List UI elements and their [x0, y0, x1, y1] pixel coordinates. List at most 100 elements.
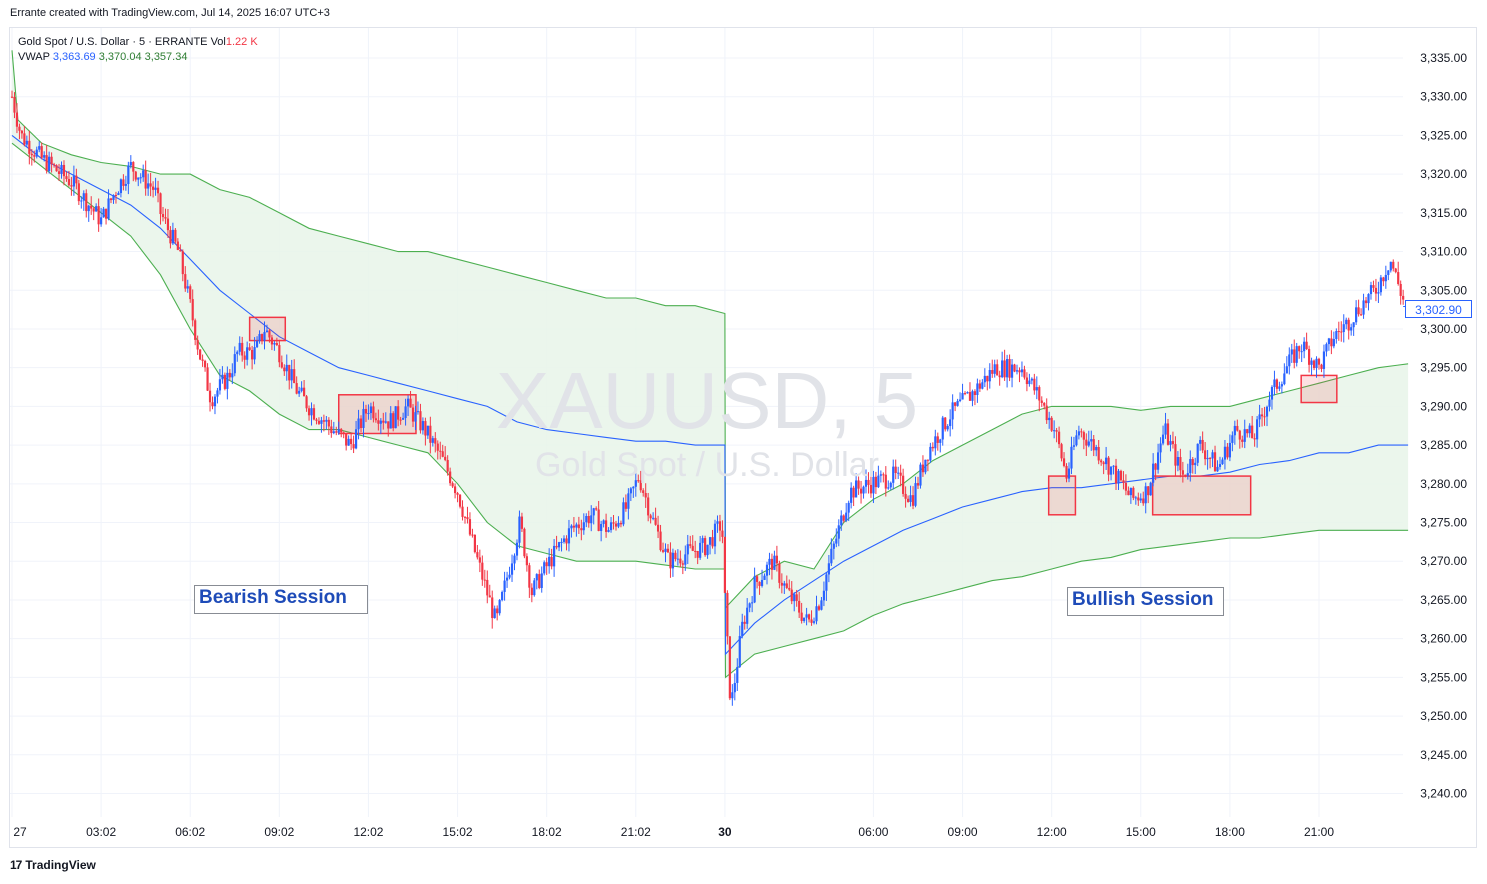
legend-vwap-row[interactable]: VWAP 3,363.69 3,370.04 3,357.34	[18, 50, 258, 65]
candle-body	[1109, 466, 1113, 475]
candle-body	[803, 617, 806, 621]
candle-body	[845, 512, 848, 521]
candle-body	[1238, 430, 1241, 440]
candle-body	[835, 538, 838, 544]
candle-body	[1327, 338, 1331, 345]
candle-body	[619, 522, 623, 525]
candle-body	[1364, 300, 1368, 304]
candle-body	[557, 542, 561, 548]
candle-body	[1256, 419, 1259, 440]
candle-body	[48, 156, 51, 171]
candle-body	[748, 603, 751, 608]
candle-body	[609, 522, 613, 531]
candle-body	[1127, 490, 1130, 496]
candle-body	[283, 367, 286, 372]
price-tick-label: 3,260.00	[1420, 632, 1467, 646]
candle-body	[1048, 417, 1051, 421]
candle-body	[1359, 314, 1363, 316]
candle-body	[1006, 359, 1009, 378]
candle-body	[624, 502, 627, 509]
candle-body	[1003, 360, 1006, 378]
bearish-session-label[interactable]: Bearish Session	[194, 585, 368, 614]
candle-body	[1280, 384, 1283, 387]
candle-body	[139, 177, 142, 179]
candle-body	[392, 413, 395, 429]
time-tick-label: 09:00	[948, 825, 978, 839]
candle-body	[122, 179, 125, 186]
candle-body	[1236, 425, 1239, 431]
candle-body	[305, 396, 308, 409]
time-tick-label: 06:00	[858, 825, 888, 839]
price-tick-label: 3,310.00	[1420, 245, 1467, 259]
candle-body	[1184, 474, 1187, 476]
candle-body	[124, 184, 127, 186]
price-tick-label: 3,245.00	[1420, 748, 1467, 762]
candle-body	[666, 548, 670, 553]
candle-body	[832, 543, 835, 549]
candle-body	[216, 390, 219, 397]
price-tick-label: 3,240.00	[1420, 787, 1467, 801]
candle-body	[60, 164, 63, 174]
candle-body	[1097, 446, 1100, 461]
candle-body	[857, 480, 860, 489]
candle-body	[1043, 402, 1046, 406]
candle-body	[919, 464, 922, 486]
legend-symbol-row[interactable]: Gold Spot / U.S. Dollar · 5 · ERRANTE Vo…	[18, 35, 258, 50]
candle-body	[1293, 349, 1296, 363]
candle-body	[944, 417, 947, 430]
candle-body	[1246, 429, 1249, 434]
candle-body	[904, 493, 907, 499]
candle-body	[147, 183, 150, 189]
bullish-session-label[interactable]: Bullish Session	[1067, 587, 1224, 616]
candle-body	[85, 193, 88, 212]
candle-body	[629, 488, 632, 494]
candle-body	[607, 530, 610, 532]
candle-body	[260, 334, 264, 341]
candle-body	[1095, 446, 1098, 451]
candle-body	[993, 364, 996, 374]
candle-body	[28, 140, 31, 154]
time-tick-label: 15:02	[443, 825, 473, 839]
candle-body	[864, 479, 868, 487]
candle-body	[114, 195, 118, 197]
candle-body	[236, 351, 239, 355]
candle-body	[1241, 439, 1244, 442]
candle-body	[181, 251, 184, 275]
candle-body	[760, 579, 764, 586]
candle-body	[595, 508, 598, 510]
candle-body	[540, 573, 543, 588]
candle-body	[513, 555, 516, 564]
footer-brand[interactable]: 17 TradingView	[10, 858, 96, 872]
candle-body	[50, 156, 53, 165]
candle-body	[1231, 435, 1234, 443]
candle-body	[327, 419, 330, 427]
candle-body	[862, 486, 865, 494]
candle-body	[201, 359, 204, 361]
candle-body	[1367, 294, 1370, 304]
candle-body	[315, 419, 318, 421]
candle-body	[154, 187, 157, 190]
candle-body	[981, 382, 984, 389]
candle-body	[961, 393, 964, 400]
candle-body	[887, 487, 890, 489]
candle-body	[1315, 358, 1318, 369]
candle-body	[434, 438, 437, 444]
candle-body	[186, 286, 189, 289]
candle-body	[872, 476, 875, 494]
candle-body	[859, 488, 863, 494]
candle-body	[300, 387, 303, 391]
candle-body	[679, 558, 682, 564]
candle-body	[716, 521, 719, 524]
candle-body	[255, 341, 259, 348]
candle-body	[394, 406, 397, 429]
vwap-bands	[11, 50, 1409, 679]
brand-name: TradingView	[25, 858, 96, 872]
candle-body	[1265, 406, 1269, 417]
candle-body	[169, 230, 172, 244]
candle-body	[33, 155, 36, 157]
candle-body	[622, 502, 625, 525]
candle-body	[976, 383, 979, 395]
candle-body	[498, 600, 501, 614]
candle-body	[359, 418, 363, 428]
